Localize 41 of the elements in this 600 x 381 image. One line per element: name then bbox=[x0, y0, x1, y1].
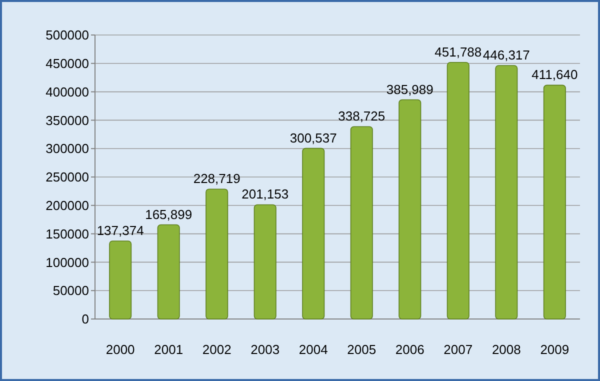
y-tick-label: 150000 bbox=[46, 226, 89, 242]
x-tick-label: 2000 bbox=[106, 342, 135, 357]
x-tick-label: 2008 bbox=[492, 342, 521, 357]
y-tick-label: 300000 bbox=[46, 141, 89, 156]
data-label: 338,725 bbox=[338, 108, 386, 124]
bar bbox=[398, 99, 422, 320]
bar bbox=[206, 188, 228, 320]
y-tick-label: 100000 bbox=[46, 254, 89, 270]
y-tick-label: 450000 bbox=[46, 56, 89, 71]
bar bbox=[254, 204, 276, 320]
data-label: 300,537 bbox=[290, 130, 337, 146]
y-tick-label: 50000 bbox=[52, 283, 89, 298]
x-tick-label: 2001 bbox=[154, 342, 184, 357]
bar bbox=[495, 65, 518, 320]
x-tick-label: 2004 bbox=[298, 342, 328, 357]
data-label: 201,153 bbox=[242, 186, 289, 202]
data-label: 228,719 bbox=[193, 171, 240, 186]
y-tick-label: 350000 bbox=[46, 112, 89, 128]
bar bbox=[543, 84, 566, 320]
data-label: 385,989 bbox=[386, 82, 434, 97]
x-tick-label: 2006 bbox=[395, 342, 424, 357]
bar bbox=[446, 62, 470, 320]
data-label: 137,374 bbox=[96, 222, 144, 238]
bar bbox=[350, 126, 373, 320]
data-label: 446,317 bbox=[482, 47, 530, 62]
x-tick-label: 2002 bbox=[202, 342, 232, 357]
y-tick-label: 400000 bbox=[46, 84, 89, 100]
y-tick-label: 200000 bbox=[46, 198, 89, 213]
x-tick-label: 2007 bbox=[444, 342, 473, 357]
data-label: 451,788 bbox=[434, 44, 482, 60]
x-tick-label: 2003 bbox=[250, 342, 280, 357]
data-label: 165,899 bbox=[145, 206, 192, 222]
data-label: 411,640 bbox=[532, 67, 578, 82]
bar bbox=[109, 240, 132, 320]
bar bbox=[302, 148, 325, 320]
y-tick-label: 500000 bbox=[46, 28, 89, 43]
y-tick-label: 250000 bbox=[46, 170, 89, 185]
y-tick-label: 0 bbox=[82, 312, 89, 327]
x-tick-label: 2005 bbox=[347, 342, 376, 357]
x-tick-label: 2009 bbox=[540, 342, 570, 357]
bar bbox=[157, 224, 180, 320]
